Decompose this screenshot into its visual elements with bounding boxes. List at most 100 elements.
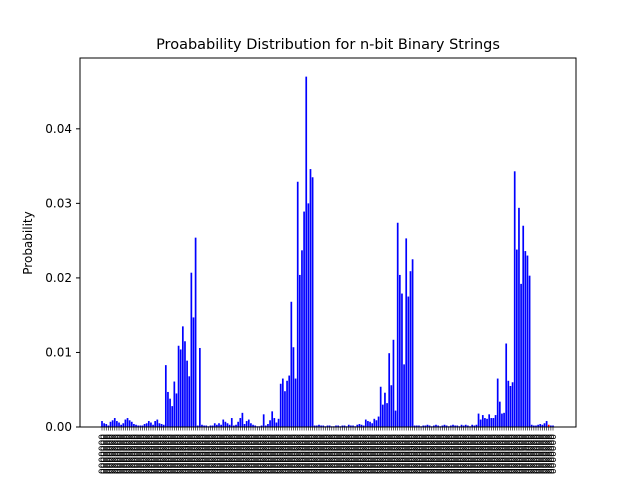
x-tick-label: 0000000 xyxy=(281,434,291,474)
bar xyxy=(552,425,554,427)
bar xyxy=(426,424,429,427)
bar xyxy=(281,378,284,427)
bar xyxy=(501,413,503,427)
x-tick-label: 0000000 xyxy=(530,434,540,474)
x-tick-label: 0000000 xyxy=(428,434,438,474)
x-tick-label: 0000000 xyxy=(224,434,234,474)
bar xyxy=(252,424,254,427)
x-tick-label: 0000000 xyxy=(392,434,402,474)
bar xyxy=(386,403,388,427)
x-tick-label: 0000000 xyxy=(166,434,176,474)
x-tick-label: 0000000 xyxy=(377,434,387,474)
x-tick-label: 0000000 xyxy=(264,434,274,474)
bar xyxy=(288,375,291,427)
bar xyxy=(371,423,374,427)
bar xyxy=(260,425,263,427)
bar xyxy=(494,415,497,427)
x-tick-label: 0000000 xyxy=(262,434,272,474)
bar xyxy=(471,424,474,427)
x-tick-label: 0000000 xyxy=(236,434,246,474)
x-tick-label: 0000000 xyxy=(172,434,182,474)
bar xyxy=(392,339,395,427)
x-tick-label: 0000000 xyxy=(396,434,406,474)
bar xyxy=(137,425,140,427)
bar xyxy=(450,425,452,427)
x-tick-label: 0000000 xyxy=(194,434,204,474)
bar xyxy=(211,425,214,427)
x-tick-label: 0000000 xyxy=(228,434,238,474)
bar xyxy=(220,424,222,427)
x-tick-label: 0000000 xyxy=(549,434,559,474)
x-tick-label: 0000000 xyxy=(336,434,346,474)
bar xyxy=(507,380,510,427)
bar xyxy=(133,424,135,427)
bar xyxy=(384,392,386,427)
bar xyxy=(141,425,144,427)
bar xyxy=(237,421,239,427)
bar xyxy=(162,424,165,427)
x-tick-label: 0000000 xyxy=(509,434,519,474)
bar xyxy=(241,412,244,427)
bar xyxy=(269,420,271,427)
x-tick-label: 0000000 xyxy=(458,434,468,474)
x-tick-label: 0000000 xyxy=(519,434,529,474)
bar xyxy=(298,274,301,427)
bar xyxy=(484,418,486,427)
x-tick-label: 0000000 xyxy=(177,434,187,474)
x-tick-label: 0000000 xyxy=(532,434,542,474)
x-tick-label: 0000000 xyxy=(115,434,125,474)
bar xyxy=(545,421,548,427)
bar xyxy=(481,415,484,427)
x-tick-label: 0000000 xyxy=(275,434,285,474)
bar xyxy=(243,424,246,427)
x-tick-label: 0000000 xyxy=(362,434,372,474)
bar xyxy=(254,425,257,427)
bar xyxy=(424,425,427,427)
x-tick-label: 0000000 xyxy=(326,434,336,474)
x-tick-label: 0000000 xyxy=(375,434,385,474)
x-tick-label: 0000000 xyxy=(251,434,261,474)
x-tick-label: 0000000 xyxy=(241,434,251,474)
x-tick-label: 0000000 xyxy=(277,434,287,474)
x-tick-label: 0000000 xyxy=(283,434,293,474)
bar xyxy=(275,422,278,427)
x-tick-label: 0000000 xyxy=(545,434,555,474)
bar xyxy=(264,425,267,427)
x-tick-label: 0000000 xyxy=(438,434,448,474)
x-tick-label: 0000000 xyxy=(360,434,370,474)
bar xyxy=(403,364,405,427)
x-tick-label: 0000000 xyxy=(534,434,544,474)
bar xyxy=(267,424,269,427)
bar xyxy=(290,301,293,427)
bar xyxy=(250,423,252,427)
x-tick-label: 0000000 xyxy=(379,434,389,474)
x-tick-label: 0000000 xyxy=(266,434,276,474)
x-tick-label: 0000000 xyxy=(162,434,172,474)
bar xyxy=(139,425,142,427)
bar xyxy=(105,424,108,427)
bar xyxy=(101,421,103,427)
bar xyxy=(492,418,495,427)
bar xyxy=(520,283,522,427)
bar xyxy=(409,271,412,427)
bar xyxy=(245,421,248,427)
x-tick-label: 0000000 xyxy=(345,434,355,474)
x-tick-label: 0000000 xyxy=(404,434,414,474)
bar xyxy=(135,424,137,427)
bar xyxy=(443,424,446,427)
x-tick-label: 0000000 xyxy=(341,434,351,474)
x-tick-label: 0000000 xyxy=(136,434,146,474)
bar xyxy=(286,380,288,427)
x-tick-label: 0000000 xyxy=(417,434,427,474)
x-tick-label: 0000000 xyxy=(187,434,197,474)
bar xyxy=(164,365,167,427)
bar xyxy=(247,419,250,427)
x-tick-label: 0000000 xyxy=(306,434,316,474)
bar xyxy=(347,424,350,427)
x-tick-label: 0000000 xyxy=(268,434,278,474)
bar xyxy=(394,410,397,427)
bar xyxy=(464,424,467,427)
x-tick-label: 0000000 xyxy=(196,434,206,474)
bar xyxy=(167,391,169,427)
